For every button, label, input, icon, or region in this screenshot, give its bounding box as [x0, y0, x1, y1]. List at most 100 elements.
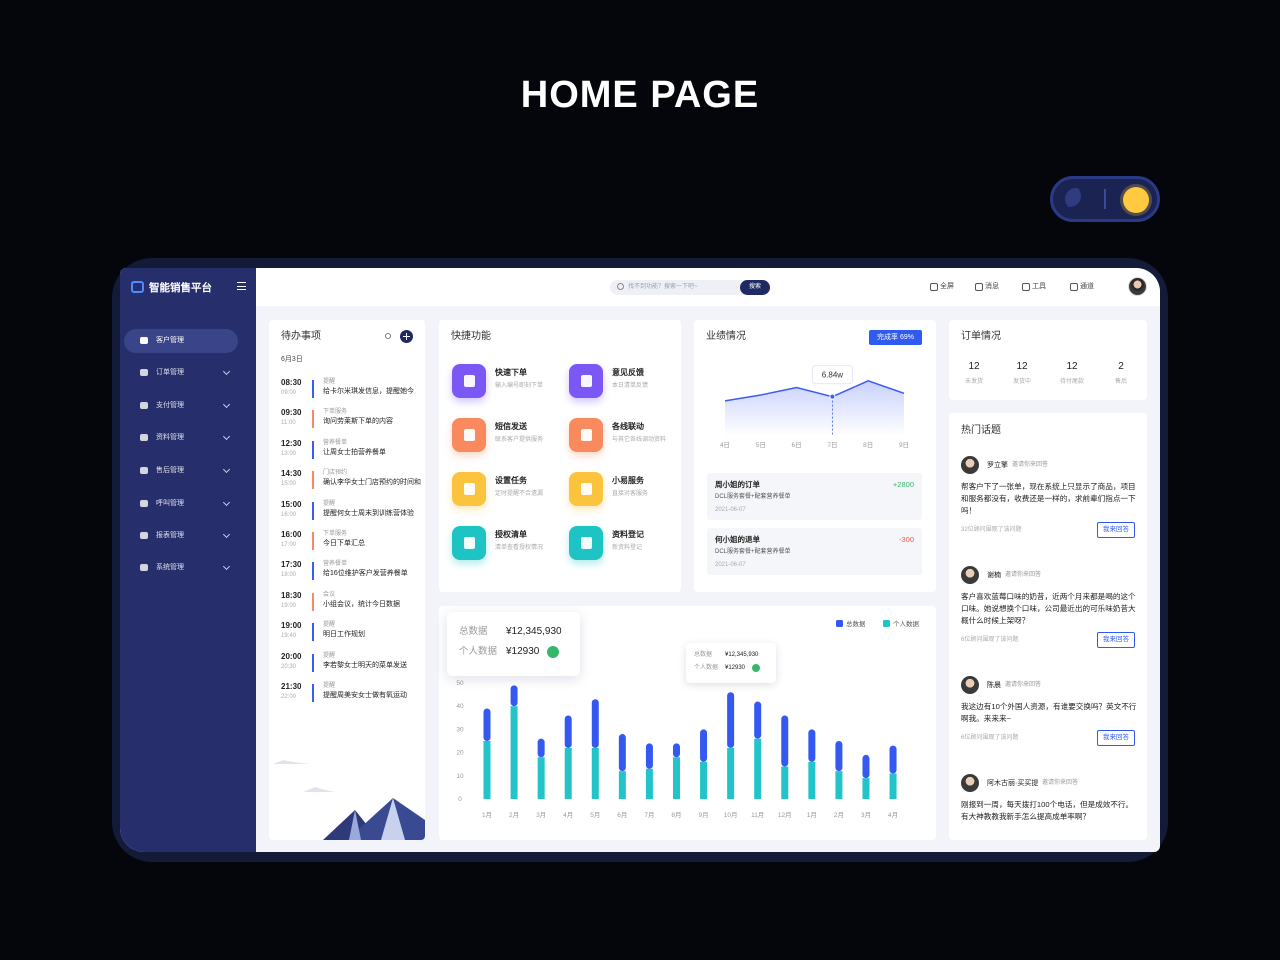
bar-segment [510, 706, 518, 799]
x-tick-label: 3月 [861, 811, 871, 819]
search-icon[interactable] [385, 333, 391, 339]
x-tick-label: 7月 [644, 811, 654, 819]
x-tick-label: 11月 [751, 811, 764, 819]
search-button[interactable]: 搜索 [740, 280, 770, 295]
todo-bar [312, 562, 314, 581]
bar-segment [727, 747, 735, 799]
point [829, 393, 836, 400]
todo-end: 19:40 [281, 633, 297, 640]
search-placeholder: 找不到功能？搜索一下吧~ [628, 284, 698, 290]
menu-item[interactable]: 订单管理 [156, 369, 184, 376]
panel-title: 热门话题 [961, 425, 1001, 436]
order-card[interactable]: 周小姐的订单 +2800 DCL服务套餐+配套营养餐单 2021-06-07 [707, 473, 922, 520]
orders-panel: 订单情况 12 未发货 12 发货中 12 待付尾款 2 售后 [949, 320, 1147, 400]
menu-item[interactable]: 资料管理 [156, 434, 184, 441]
action-label[interactable]: 通道 [1080, 283, 1094, 290]
x-tick-label: 1月 [807, 811, 817, 819]
invite: 邀请你来回答 [1012, 462, 1049, 468]
todo-tag: 提醒 [323, 622, 336, 629]
todo-tag: 提醒 [323, 652, 336, 659]
bar-segment [889, 745, 897, 774]
icon-glyph [581, 429, 592, 441]
menu-chevron [222, 562, 231, 571]
date[interactable]: 6月3日 [281, 356, 303, 363]
todo-text: 李若黎女士明天的菜单发送 [323, 661, 407, 669]
menu-item[interactable]: 客户管理 [156, 337, 184, 344]
performance-panel: 业绩情况 完成率 69% 4日 5日 6日 7日 8日 9日 6.84w 周小姐的订单 +2800 D… [694, 320, 936, 592]
todo-bar [312, 653, 314, 672]
shortcut-name[interactable]: 资料登记 [612, 530, 644, 539]
x-tick-label: 12月 [778, 811, 792, 819]
menu-item[interactable]: 售后管理 [156, 467, 184, 474]
shortcut-name[interactable]: 设置任务 [495, 476, 527, 485]
bar-segment [808, 729, 816, 762]
up-icon [547, 646, 559, 658]
page-title: HOME PAGE [520, 74, 760, 116]
menu-item[interactable]: 支付管理 [156, 402, 184, 409]
bar-segment [808, 761, 816, 799]
avatar[interactable] [1128, 277, 1147, 296]
stat-value: 12 [1066, 361, 1078, 372]
answer-button[interactable]: 我来回答 [1097, 632, 1135, 648]
todo-tag: 门店预约 [323, 470, 348, 477]
poster-name: 阿木古丽·买买提 [987, 780, 1039, 787]
todo-time: 09:30 [281, 408, 302, 418]
todo-end: 18:00 [281, 572, 297, 579]
todo-time: 12:30 [281, 438, 302, 448]
line [724, 380, 905, 402]
bar-segment [537, 738, 545, 758]
avatar [961, 774, 979, 792]
bar-segment [862, 754, 870, 779]
logo-icon [131, 281, 144, 293]
shortcut-name[interactable]: 短信发送 [495, 422, 527, 431]
todo-tag: 会议 [323, 591, 336, 598]
answer-button[interactable]: 我来回答 [1097, 730, 1135, 746]
menu-item[interactable]: 呼叫管理 [156, 500, 184, 507]
action-label[interactable]: 工具 [1032, 283, 1046, 290]
tooltip-value: ¥12930 [725, 665, 746, 671]
action-label[interactable]: 全屏 [940, 283, 954, 290]
x-tick-label: 6日 [792, 441, 802, 449]
shortcut-name[interactable]: 授权清单 [495, 530, 527, 539]
menu-chevron [222, 367, 231, 376]
panel-title: 订单情况 [961, 331, 1001, 342]
shortcut-name[interactable]: 快速下单 [495, 368, 527, 377]
todo-time: 15:00 [281, 499, 302, 509]
order-name: 何小姐的退单 [715, 535, 760, 544]
shortcut-name[interactable]: 意见反馈 [612, 368, 644, 377]
stat-label: 售后 [1114, 379, 1127, 385]
icon-glyph [581, 375, 592, 387]
bar-segment [645, 768, 653, 799]
action-icon [1022, 283, 1030, 291]
shortcuts-panel: 快捷功能 快速下单 输入编号即刻下单 意见反馈 本日清单反馈 短信发送 联系客户提供服务 各线… [439, 320, 681, 592]
theme-toggle[interactable] [1050, 176, 1160, 222]
todo-text: 确认李华女士门店预约的时间和 [323, 479, 421, 487]
menu-item[interactable]: 报表管理 [156, 532, 184, 539]
order-card[interactable]: 何小姐的退单 -300 DCL服务套餐+配套营养餐单 2021-06-07 [707, 528, 922, 575]
answer-button[interactable]: 我来回答 [1097, 522, 1135, 538]
todo-time: 20:00 [281, 651, 302, 661]
topic-text: 客户喜欢蓝莓口味的奶昔，近两个月来都是喝的这个口味。她说想换个口味，公司最近出的… [961, 592, 1136, 625]
stat-label: 发货中 [1012, 379, 1031, 385]
todo-end: 17:00 [281, 542, 297, 548]
mountain-light [349, 810, 361, 840]
moon-icon [1065, 188, 1087, 210]
shortcut-name[interactable]: 各线联动 [612, 422, 644, 431]
shortcut-name[interactable]: 小易服务 [612, 476, 644, 485]
todo-text: 明日工作规划 [323, 631, 365, 639]
action-icon [930, 283, 938, 291]
todo-bar [312, 532, 314, 550]
menu-toggle[interactable] [237, 282, 246, 290]
invite: 邀请你来回答 [1042, 780, 1079, 786]
order-date: 2021-06-07 [715, 507, 746, 513]
y-tick-label: 10 [456, 773, 464, 780]
todo-bar [312, 440, 314, 459]
todo-bar [312, 380, 314, 398]
menu-item[interactable]: 系统管理 [156, 564, 184, 571]
tooltip-label: 个人数据 [459, 646, 498, 657]
action-label[interactable]: 消息 [985, 283, 999, 290]
todo-panel: 待办事项 6月3日 08:30 09:00 提醒 给卡尔米琪发信息，提醒她今 09:30 11… [269, 320, 425, 840]
action-icon [1070, 283, 1078, 291]
search-box[interactable] [610, 280, 770, 295]
order-amount: +2800 [892, 480, 914, 489]
